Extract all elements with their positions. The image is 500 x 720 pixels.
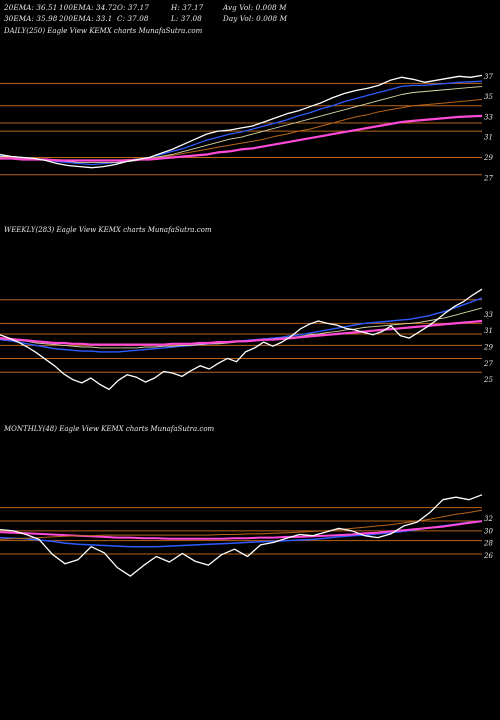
daily-ema-200-line [0, 114, 483, 162]
monthly-y-tick-label: 32 [484, 515, 493, 523]
daily-y-tick-label: 27 [483, 174, 493, 182]
weekly-y-tick-label: 27 [483, 360, 493, 368]
daily-ema-short-line [0, 80, 483, 166]
monthly-y-tick-label: 30 [484, 527, 493, 535]
monthly-y-tick-label: 26 [483, 552, 493, 560]
ema30-readout: 30EMA: 35.98 [4, 14, 58, 23]
weekly-chart-title: WEEKLY(283) Eagle View KEMX charts Munaf… [4, 226, 212, 234]
high-readout: H: 37.17 [171, 3, 204, 12]
weekly-ema-slow-line [0, 319, 483, 346]
weekly-y-tick-label: 33 [484, 311, 493, 319]
day-vol-readout: Day Vol: 0.008 M [223, 14, 288, 23]
avg-vol-readout: Avg Vol: 0.008 M [223, 3, 287, 12]
monthly-ema-blue-line [0, 520, 483, 548]
daily-y-tick-label: 37 [484, 73, 493, 81]
daily-y-tick-label: 29 [483, 154, 493, 162]
ema200-readout: 200EMA: 33.1 [59, 14, 113, 23]
indicator-row-2: 30EMA: 35.98 200EMA: 33.1 C: 37.08 L: 37.08… [4, 14, 287, 23]
close-readout: C: 37.08 [117, 14, 149, 23]
weekly-y-tick-label: 25 [483, 376, 493, 384]
monthly-chart-title: MONTHLY(48) Eagle View KEMX charts Munaf… [4, 425, 215, 433]
daily-chart-title: DAILY(250) Eagle View KEMX charts Munafa… [4, 27, 203, 35]
daily-y-tick-label: 31 [484, 134, 493, 142]
indicator-row-1: 20EMA: 36.51 100EMA: 34.72O: 37.17 H: 37.1… [4, 3, 287, 12]
weekly-y-tick-label: 29 [483, 344, 493, 352]
daily-ema-30-line [0, 86, 483, 164]
weekly-y-tick-label: 31 [484, 327, 493, 335]
daily-y-tick-label: 33 [484, 113, 493, 121]
low-readout: L: 37.08 [171, 14, 202, 23]
monthly-price-line [0, 494, 483, 577]
daily-price-line [0, 74, 483, 169]
daily-y-tick-label: 35 [484, 93, 493, 101]
weekly-price-line [0, 288, 483, 391]
ema20-readout: 20EMA: 36.51 [4, 3, 58, 12]
monthly-ema-brown-line [0, 509, 483, 540]
monthly-y-tick-label: 28 [483, 540, 493, 548]
ema100-readout: 100EMA: 34.72 [59, 3, 118, 12]
open-readout: O: 37.17 [117, 3, 149, 12]
